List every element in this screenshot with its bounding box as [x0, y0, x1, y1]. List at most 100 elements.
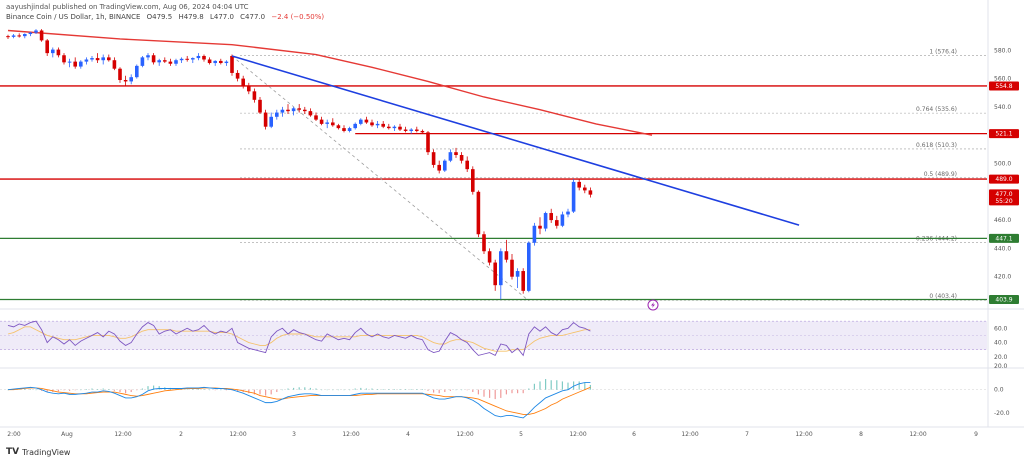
- candle-body: [549, 213, 553, 221]
- rsi-tick-label: 60.0: [994, 325, 1008, 332]
- price-badge: [989, 174, 1019, 184]
- candle-body: [448, 152, 453, 161]
- ohlc-low: L477.0: [209, 13, 234, 21]
- candle-body: [146, 55, 150, 58]
- candle-body: [527, 242, 531, 291]
- candle-body: [555, 220, 559, 226]
- candle-body: [532, 225, 537, 243]
- fib-level-label: 0 (403.4): [929, 293, 957, 300]
- macd-histogram-bar: [197, 389, 199, 390]
- candle-body: [499, 251, 503, 286]
- candle-body: [543, 213, 548, 229]
- macd-histogram-bar: [192, 389, 194, 390]
- macd-histogram-bar: [237, 389, 239, 392]
- time-tick-label: 12:00: [569, 431, 586, 438]
- macd-histogram-bar: [410, 389, 412, 390]
- candle-body: [303, 109, 307, 112]
- macd-tick-label: 0.0: [994, 387, 1004, 394]
- macd-histogram-bar: [539, 381, 541, 390]
- macd-histogram-bar: [489, 389, 491, 398]
- candle-body: [375, 123, 380, 126]
- candle-body: [459, 155, 464, 161]
- macd-histogram-bar: [354, 388, 356, 390]
- candle-body: [426, 132, 430, 153]
- candle-body: [571, 181, 576, 212]
- time-tick-label: 12:00: [795, 431, 812, 438]
- macd-histogram-bar: [556, 380, 558, 390]
- macd-histogram-bar: [69, 389, 71, 391]
- macd-histogram-bar: [91, 388, 93, 390]
- time-tick-label: 12:00: [114, 431, 131, 438]
- candle-body: [185, 58, 189, 60]
- macd-histogram-bar: [517, 389, 519, 394]
- macd-histogram-bar: [343, 389, 345, 391]
- macd-histogram-bar: [293, 387, 295, 390]
- price-badge-label: 477.0: [995, 191, 1012, 198]
- candle-body: [213, 60, 217, 64]
- macd-histogram-bar: [421, 389, 423, 390]
- macd-histogram-bar: [253, 389, 255, 395]
- fib-level-label: 0.5 (489.9): [924, 171, 957, 178]
- candle-body: [398, 126, 402, 130]
- candle-body: [247, 85, 251, 92]
- macd-histogram-bar: [113, 389, 115, 391]
- candle-body: [297, 108, 301, 110]
- candle-body: [263, 112, 268, 127]
- macd-histogram-bar: [281, 389, 283, 391]
- candle-body: [331, 122, 335, 126]
- candle-body: [56, 49, 61, 56]
- macd-histogram-bar: [405, 389, 407, 390]
- candle-body: [336, 125, 341, 129]
- ohlc-close: C477.0: [240, 13, 266, 21]
- candle-body: [420, 130, 425, 133]
- macd-histogram-bar: [298, 387, 300, 390]
- candle-body: [39, 30, 44, 41]
- macd-histogram-bar: [29, 389, 31, 390]
- time-tick-label: 2: [179, 431, 183, 438]
- price-badge-label: 521.1: [995, 131, 1012, 138]
- candle-body: [308, 111, 313, 116]
- candle-body: [325, 122, 329, 124]
- candle-body: [62, 55, 66, 63]
- time-tick-label: 9: [974, 431, 978, 438]
- candle-body: [521, 271, 525, 291]
- publish-caption: aayushjindal published on TradingView.co…: [6, 3, 249, 11]
- macd-histogram-bar: [438, 389, 440, 394]
- candle-body: [112, 60, 117, 69]
- macd-histogram-bar: [561, 381, 563, 390]
- price-tick-label: 580.0: [994, 47, 1011, 54]
- macd-histogram-bar: [220, 389, 222, 391]
- time-tick-label: 3: [292, 431, 296, 438]
- candle-body: [17, 35, 21, 37]
- candle-body: [230, 55, 234, 73]
- macd-histogram-bar: [186, 389, 188, 390]
- candle-body: [471, 169, 475, 192]
- candle-body: [174, 60, 178, 64]
- macd-histogram-bar: [153, 385, 155, 390]
- macd-histogram-bar: [522, 389, 524, 394]
- rsi-tick-label: 40.0: [994, 340, 1008, 347]
- price-tick-label: 560.0: [994, 76, 1011, 83]
- price-tick-label: 540.0: [994, 104, 1011, 111]
- candle-body: [431, 152, 436, 165]
- macd-histogram-bar: [41, 389, 43, 391]
- macd-histogram-bar: [505, 389, 507, 395]
- candle-body: [286, 109, 290, 112]
- candle-body: [487, 251, 492, 263]
- macd-histogram-bar: [567, 382, 569, 390]
- candle-body: [179, 58, 184, 61]
- macd-histogram-bar: [265, 389, 267, 396]
- macd-histogram-bar: [175, 388, 177, 390]
- candle-body: [588, 190, 593, 195]
- macd-histogram-bar: [24, 389, 26, 390]
- price-badge-label: 554.8: [995, 83, 1012, 90]
- candle-body: [359, 119, 363, 124]
- candle-body: [566, 211, 570, 215]
- candle-body: [168, 61, 173, 64]
- macd-histogram-bar: [377, 389, 379, 390]
- macd-histogram-bar: [416, 389, 418, 390]
- time-tick-label: Aug: [61, 431, 73, 438]
- macd-histogram-bar: [63, 389, 65, 391]
- candle-body: [67, 61, 72, 63]
